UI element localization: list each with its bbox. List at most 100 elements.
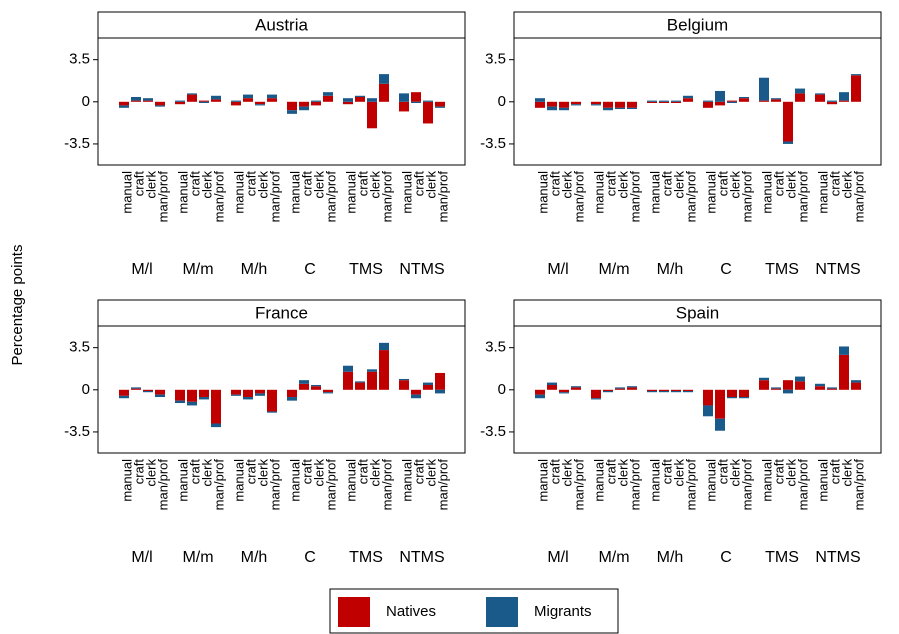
- bar-segment: [603, 389, 613, 392]
- bar-segment: [571, 101, 581, 105]
- x-tick-label: manual: [231, 171, 246, 214]
- x-tick-label: man/prof: [155, 171, 170, 223]
- bar-segment: [231, 100, 241, 102]
- x-tick-label: clerk: [671, 459, 686, 487]
- x-tick-label: craft: [659, 171, 674, 197]
- group-label: TMS: [349, 261, 383, 278]
- bar-segment: [255, 101, 265, 105]
- x-tick-label: man/prof: [435, 171, 450, 223]
- bar-segment: [423, 101, 433, 124]
- bar-segment: [535, 98, 545, 102]
- bar-segment: [827, 387, 837, 389]
- x-tick-label: man/prof: [627, 171, 642, 223]
- x-tick-label: manual: [287, 459, 302, 502]
- bar-segment: [683, 95, 693, 99]
- x-tick-label: man/prof: [571, 459, 586, 511]
- bar-segment: [827, 101, 837, 105]
- bar-segment: [615, 101, 625, 108]
- bar-segment: [299, 106, 309, 111]
- bar-segment: [411, 92, 421, 102]
- y-tick-label: 0: [82, 93, 90, 110]
- bar-segment: [155, 389, 165, 395]
- bar-segment: [343, 98, 353, 102]
- x-tick-label: manual: [399, 171, 414, 214]
- x-tick-label: manual: [815, 171, 830, 214]
- x-tick-label: manual: [591, 459, 606, 502]
- bar-segment: [199, 100, 209, 102]
- bar-segment: [627, 101, 637, 108]
- bar-segment: [771, 387, 781, 389]
- bar-segment: [839, 100, 849, 102]
- bar-segment: [367, 101, 377, 129]
- x-tick-label: man/prof: [851, 459, 866, 511]
- x-tick-label: manual: [703, 459, 718, 502]
- bar-segment: [815, 383, 825, 387]
- bar-segment: [143, 100, 153, 102]
- bar-segment: [323, 95, 333, 102]
- x-tick-label: craft: [355, 459, 370, 485]
- x-tick-label: manual: [647, 171, 662, 214]
- bar-segment: [131, 100, 141, 102]
- bar-segment: [379, 74, 389, 84]
- x-tick-label: manual: [591, 171, 606, 214]
- bar-segment: [243, 98, 253, 102]
- bar-segment: [759, 77, 769, 101]
- bar-segment: [155, 394, 165, 398]
- bar-segment: [703, 100, 713, 102]
- bar-segment: [851, 380, 861, 383]
- bar-segment: [559, 389, 569, 393]
- bar-segment: [615, 388, 625, 390]
- group-label: M/l: [131, 261, 152, 278]
- x-tick-label: clerk: [311, 459, 326, 487]
- bar-segment: [187, 93, 197, 95]
- bar-segment: [423, 382, 433, 385]
- group-label: M/l: [547, 261, 568, 278]
- bar-segment: [411, 101, 421, 104]
- bar-segment: [703, 389, 713, 406]
- bar-segment: [323, 92, 333, 96]
- x-tick-label: manual: [815, 459, 830, 502]
- x-tick-label: man/prof: [683, 459, 698, 511]
- y-tick-label: -3.5: [64, 135, 90, 152]
- x-tick-label: man/prof: [851, 171, 866, 223]
- bar-segment: [287, 389, 297, 398]
- x-tick-label: clerk: [367, 171, 382, 199]
- x-tick-label: craft: [715, 171, 730, 197]
- x-tick-label: craft: [131, 459, 146, 485]
- bar-segment: [795, 93, 805, 102]
- bar-segment: [703, 405, 713, 417]
- bar-segment: [759, 377, 769, 381]
- bar-segment: [199, 389, 209, 398]
- bar-segment: [615, 387, 625, 389]
- x-tick-label: craft: [243, 171, 258, 197]
- x-tick-label: manual: [343, 171, 358, 214]
- bar-segment: [435, 101, 445, 107]
- panel-title-box: [513, 11, 882, 39]
- bar-segment: [727, 397, 737, 399]
- group-label: M/m: [598, 549, 629, 566]
- x-tick-label: clerk: [367, 459, 382, 487]
- y-tick-label: 0: [498, 93, 506, 110]
- bar-segment: [559, 101, 569, 108]
- bar-segment: [267, 94, 277, 99]
- x-tick-label: man/prof: [739, 459, 754, 511]
- x-tick-label: craft: [547, 171, 562, 197]
- bar-segment: [739, 96, 749, 99]
- bar-segment: [187, 389, 197, 402]
- x-tick-label: manual: [231, 459, 246, 502]
- x-tick-label: craft: [603, 459, 618, 485]
- bar-segment: [155, 101, 165, 106]
- y-axis-label: Percentage points: [9, 245, 26, 366]
- bar-segment: [783, 389, 793, 394]
- bar-segment: [411, 389, 421, 395]
- x-tick-label: craft: [411, 459, 426, 485]
- bar-segment: [299, 101, 309, 107]
- x-tick-label: man/prof: [379, 171, 394, 223]
- x-tick-label: man/prof: [211, 459, 226, 511]
- y-tick-label: 0: [498, 381, 506, 398]
- bar-segment: [627, 107, 637, 110]
- bar-segment: [399, 378, 409, 381]
- bar-segment: [311, 384, 321, 387]
- x-tick-label: clerk: [839, 459, 854, 487]
